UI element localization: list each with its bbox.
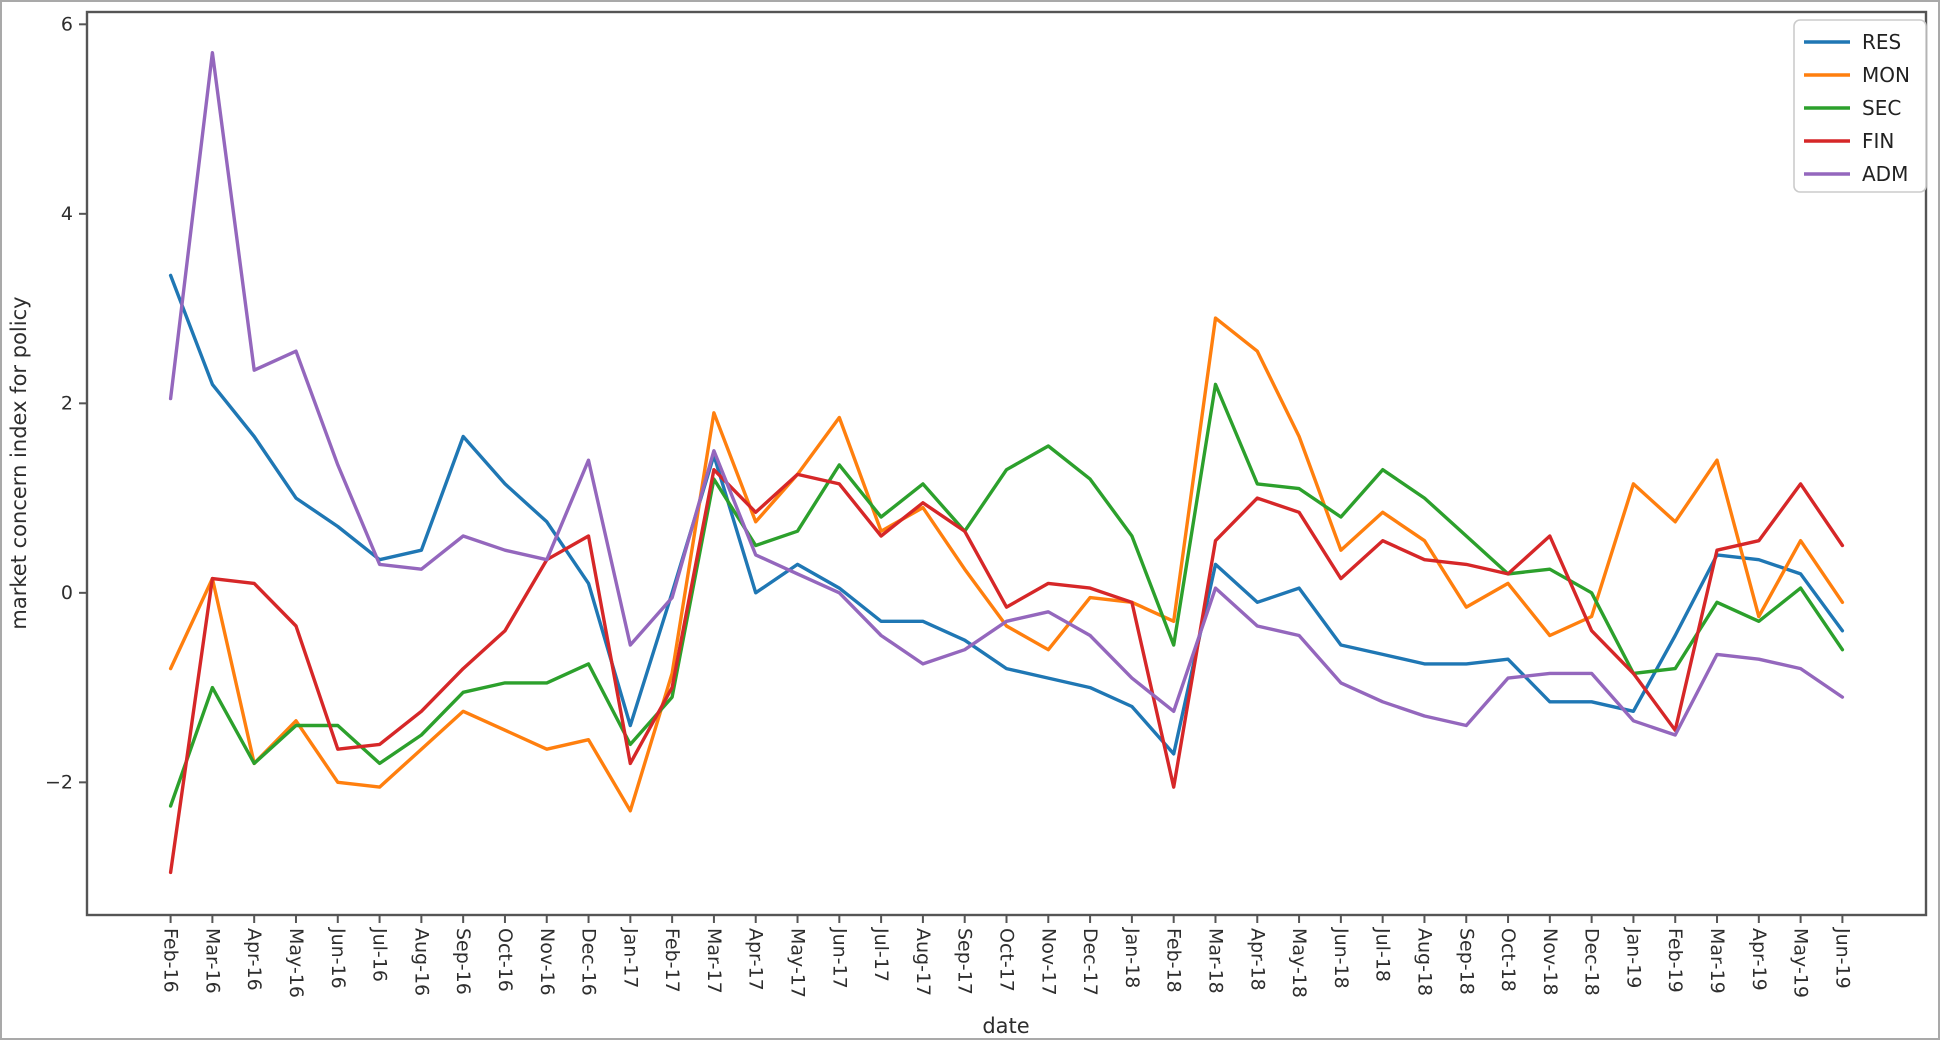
x-tick-label: May-18 bbox=[1288, 928, 1310, 998]
x-tick-label: Jul-17 bbox=[870, 927, 892, 982]
x-tick-label: Jul-18 bbox=[1372, 927, 1394, 982]
x-tick-label: Aug-16 bbox=[410, 928, 432, 996]
x-tick-label: Jun-19 bbox=[1831, 927, 1853, 989]
x-tick-label: Jan-17 bbox=[619, 927, 641, 988]
x-tick-label: Apr-19 bbox=[1748, 928, 1770, 991]
x-tick-label: Feb-17 bbox=[661, 928, 683, 993]
x-tick-label: Feb-16 bbox=[160, 928, 182, 993]
legend-label-ADM: ADM bbox=[1862, 162, 1908, 186]
x-axis-title: date bbox=[982, 1014, 1029, 1038]
y-tick-label: −2 bbox=[45, 771, 73, 793]
y-axis-title: market concern index for policy bbox=[7, 296, 31, 629]
x-tick-label: Oct-17 bbox=[996, 928, 1018, 992]
x-tick-label: Dec-18 bbox=[1581, 928, 1603, 996]
x-tick-label: Dec-17 bbox=[1079, 928, 1101, 996]
y-axis-ticks: 6 4 2 0 −2 bbox=[45, 13, 87, 793]
x-tick-label: Mar-18 bbox=[1204, 928, 1226, 994]
series-line-SEC bbox=[168, 382, 1845, 808]
x-tick-label: Jul-16 bbox=[369, 927, 391, 982]
x-tick-label: Sep-16 bbox=[452, 928, 474, 995]
x-tick-label: May-16 bbox=[285, 928, 307, 998]
x-tick-label: Jun-17 bbox=[828, 927, 850, 989]
x-tick-label: Aug-17 bbox=[912, 928, 934, 996]
series-line-MON bbox=[168, 316, 1845, 813]
x-tick-label: Nov-17 bbox=[1037, 928, 1059, 996]
x-tick-label: Nov-16 bbox=[536, 928, 558, 996]
x-tick-label: Dec-16 bbox=[578, 928, 600, 996]
legend-label-RES: RES bbox=[1862, 30, 1901, 54]
x-tick-label: Sep-18 bbox=[1455, 928, 1477, 995]
x-tick-label: Sep-17 bbox=[954, 928, 976, 995]
y-tick-label: 2 bbox=[61, 392, 73, 414]
legend-label-SEC: SEC bbox=[1862, 96, 1901, 120]
x-tick-label: Feb-18 bbox=[1163, 928, 1185, 993]
x-tick-label: Jun-16 bbox=[327, 927, 349, 989]
x-tick-label: Nov-18 bbox=[1539, 928, 1561, 996]
x-tick-label: Oct-18 bbox=[1497, 928, 1519, 992]
legend-box bbox=[1793, 19, 1927, 193]
plot-spines bbox=[85, 10, 1928, 917]
x-tick-label: Mar-17 bbox=[703, 928, 725, 994]
x-axis-ticks: Feb-16 Mar-16 Apr-16 May-16 Jun-16 Jul-16 Aug-… bbox=[160, 915, 1853, 998]
legend: RES MON SEC FIN ADM bbox=[1793, 19, 1927, 193]
y-tick-label: 0 bbox=[61, 582, 73, 604]
x-tick-label: Jan-18 bbox=[1121, 927, 1143, 988]
x-tick-label: Aug-18 bbox=[1413, 928, 1435, 996]
legend-label-FIN: FIN bbox=[1862, 129, 1894, 153]
x-tick-label: Feb-19 bbox=[1664, 928, 1686, 993]
series-line-RES bbox=[168, 273, 1845, 756]
y-tick-label: 6 bbox=[61, 13, 73, 35]
series-line-ADM bbox=[168, 51, 1845, 737]
x-tick-label: Jan-19 bbox=[1622, 927, 1644, 988]
x-tick-label: May-19 bbox=[1790, 928, 1812, 998]
x-tick-label: Apr-18 bbox=[1246, 928, 1268, 991]
x-tick-label: Mar-16 bbox=[201, 928, 223, 994]
x-tick-label: Apr-16 bbox=[243, 928, 265, 991]
series-lines bbox=[168, 51, 1845, 875]
series-line-FIN bbox=[168, 468, 1845, 875]
x-tick-label: Apr-17 bbox=[745, 928, 767, 991]
y-tick-label: 4 bbox=[61, 203, 73, 225]
x-tick-label: Oct-16 bbox=[494, 928, 516, 992]
x-tick-label: Mar-19 bbox=[1706, 928, 1728, 994]
x-tick-label: Jun-18 bbox=[1330, 927, 1352, 989]
legend-label-MON: MON bbox=[1862, 63, 1910, 87]
x-tick-label: May-17 bbox=[787, 928, 809, 998]
